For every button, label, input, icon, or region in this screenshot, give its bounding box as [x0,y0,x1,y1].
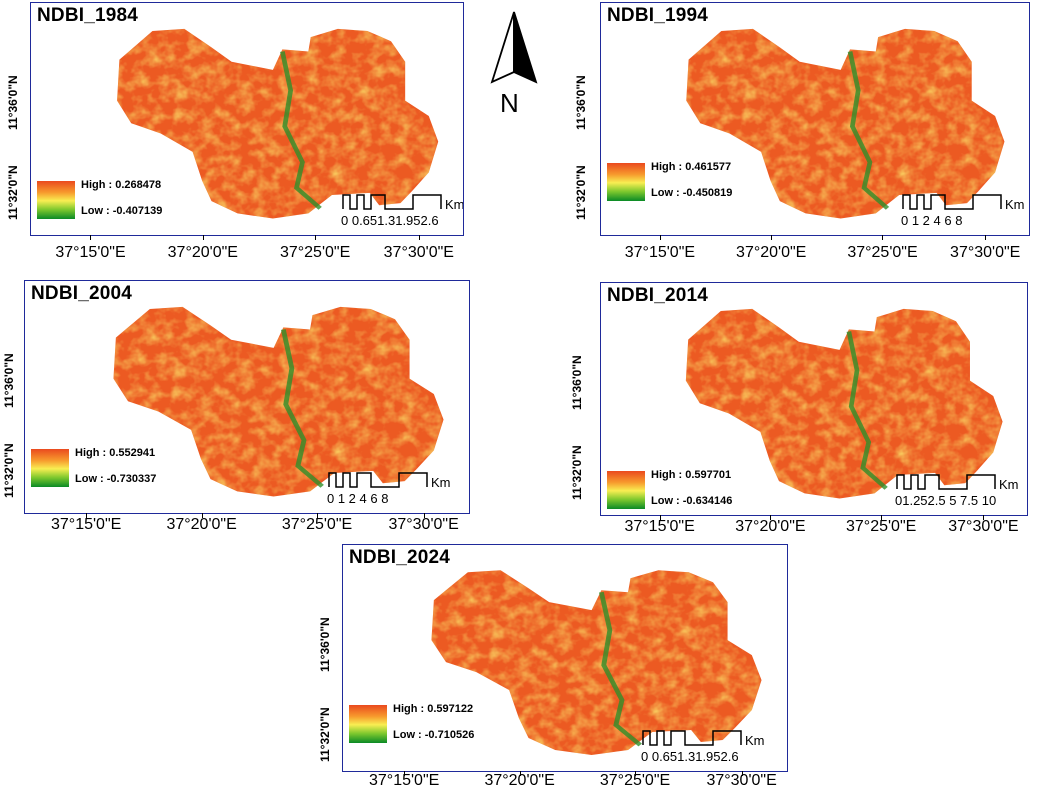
scale-bar-labels: 0 0.651.31.952.6 [641,749,739,764]
longitude-tick [404,771,406,776]
longitude-tick [881,515,883,520]
map-frame: NDBI_1984 High : 0.268478 Low : -0.407139 0… [30,2,464,236]
longitude-tick [985,235,987,240]
longitude-tick [201,513,203,518]
scale-unit: Km [445,197,464,212]
north-letter: N [500,88,519,118]
longitude-label: 37°20'0"E [167,244,238,261]
scale-unit: Km [431,475,451,490]
map-title: NDBI_2014 [607,285,709,306]
longitude-tick [659,515,661,520]
longitude-label: 37°15'0"E [51,516,122,533]
scale-bar [902,194,1002,210]
longitude-label: 37°20'0"E [735,518,806,535]
legend-low-label: Low : -0.730337 [75,473,157,485]
longitude-tick [882,235,884,240]
latitude-label: 11°32'0"N [318,707,332,762]
ndbi-raster [113,306,444,497]
scale-bar [342,194,442,210]
legend-high-label: High : 0.461577 [651,161,732,173]
scale-bar-labels: 01.252.5 5 7.5 10 [895,493,997,508]
longitude-label: 37°15'0"E [55,244,126,261]
longitude-tick [659,235,661,240]
longitude-tick [202,235,204,240]
map-frame: NDBI_2014 High : 0.597701 Low : -0.634146 0… [600,282,1028,516]
scale-bar [642,730,742,746]
longitude-label: 37°25'0"E [279,244,351,261]
legend-low-label: Low : -0.450819 [651,187,733,199]
map-frame: NDBI_1994 High : 0.461577 Low : -0.450819 0… [600,2,1030,236]
longitude-tick [86,513,88,518]
longitude-label: 37°25'0"E [599,772,671,789]
longitude-label: 37°15'0"E [624,518,695,535]
latitude-label: 11°32'0"N [2,443,16,498]
longitude-label: 37°20'0"E [484,772,555,789]
scale-unit: Km [1005,197,1025,212]
north-arrow-icon [490,11,538,84]
longitude-label: 37°20'0"E [166,516,237,533]
longitude-tick [90,235,92,240]
scale-bar [896,474,996,490]
north-arrow: N [486,10,542,120]
legend-color-ramp [607,163,645,201]
legend-color-ramp [349,705,387,743]
longitude-tick [423,513,425,518]
longitude-label: 37°15'0"E [369,772,440,789]
latitude-label: 11°36'0"N [574,75,588,130]
map-title: NDBI_1984 [37,5,139,26]
legend-high-label: High : 0.268478 [81,179,162,191]
longitude-tick [741,771,743,776]
latitude-label: 11°36'0"N [318,617,332,672]
scale-unit: Km [745,733,765,748]
longitude-tick [418,235,420,240]
legend-high-label: High : 0.552941 [75,447,156,459]
legend-low-label: Low : -0.407139 [81,205,163,217]
legend-high-label: High : 0.597701 [651,469,732,481]
longitude-label: 37°30'0"E [948,518,1019,535]
longitude-label: 37°20'0"E [736,244,807,261]
longitude-tick [519,771,521,776]
latitude-label: 11°36'0"N [6,75,20,130]
longitude-tick [315,235,317,240]
longitude-tick [635,771,637,776]
legend-low-label: Low : -0.710526 [393,729,475,741]
ndbi-raster [685,308,1003,499]
latitude-label: 11°36'0"N [570,355,584,410]
legend-high-label: High : 0.597122 [393,703,474,715]
scale-bar-labels: 0 1 2 4 6 8 [327,491,389,506]
longitude-label: 37°30'0"E [706,772,777,789]
latitude-label: 11°32'0"N [6,165,20,220]
longitude-label: 37°30'0"E [388,516,459,533]
legend-color-ramp [607,471,645,509]
legend-low-label: Low : -0.634146 [651,495,733,507]
longitude-tick [317,513,319,518]
scale-bar-labels: 0 0.651.31.952.6 [341,213,439,228]
longitude-label: 37°25'0"E [846,518,917,535]
longitude-label: 37°25'0"E [847,244,918,261]
longitude-tick [771,235,773,240]
map-frame: NDBI_2004 High : 0.552941 Low : -0.730337 0… [24,280,470,514]
ndbi-raster [686,28,1005,219]
ndbi-raster [431,570,762,755]
latitude-label: 11°32'0"N [574,165,588,220]
longitude-label: 37°15'0"E [624,244,696,261]
longitude-tick [770,515,772,520]
ndbi-raster [117,28,439,219]
map-title: NDBI_1994 [607,5,709,26]
scale-bar-labels: 0 1 2 4 6 8 [901,213,963,228]
legend-color-ramp [31,449,69,487]
longitude-label: 37°30'0"E [950,244,1021,261]
scale-unit: Km [999,477,1019,492]
map-title: NDBI_2004 [31,283,133,304]
longitude-tick [983,515,985,520]
longitude-label: 37°30'0"E [383,244,454,261]
longitude-label: 37°25'0"E [281,516,353,533]
map-title: NDBI_2024 [349,547,451,568]
map-frame: NDBI_2024 High : 0.597122 Low : -0.710526 0… [342,544,788,772]
legend-color-ramp [37,181,75,219]
latitude-label: 11°32'0"N [570,445,584,500]
scale-bar [328,472,428,488]
latitude-label: 11°36'0"N [2,353,16,408]
